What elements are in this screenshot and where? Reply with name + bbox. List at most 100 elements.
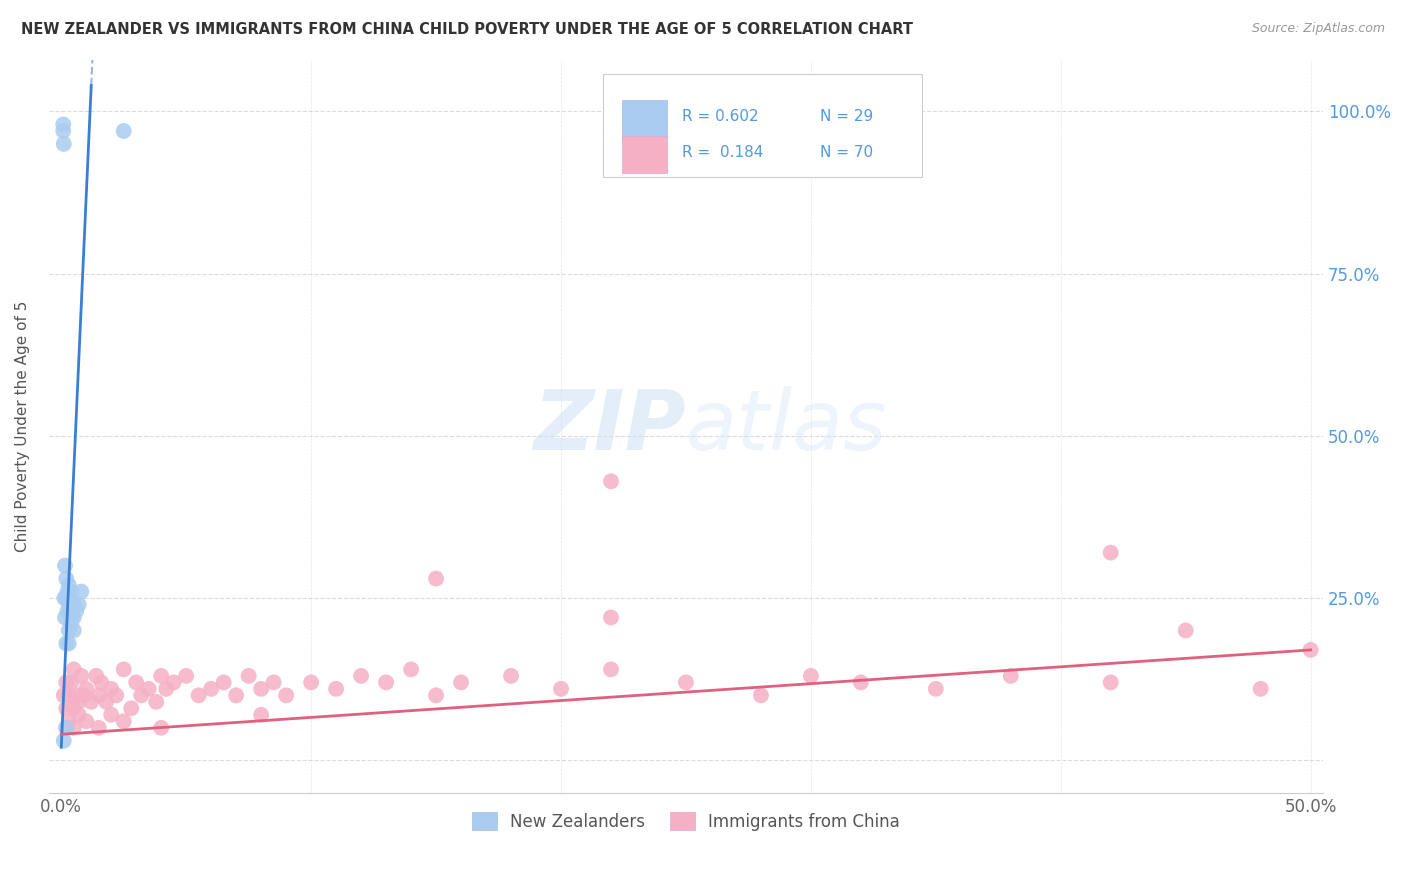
Point xyxy=(600,662,623,676)
Point xyxy=(58,636,80,650)
FancyBboxPatch shape xyxy=(623,136,666,173)
Point xyxy=(60,610,83,624)
Point xyxy=(58,689,80,703)
Point xyxy=(80,695,103,709)
Point xyxy=(52,118,75,132)
Point xyxy=(60,604,83,618)
Point xyxy=(1250,681,1272,696)
Point xyxy=(58,598,80,612)
Point xyxy=(65,689,87,703)
Point xyxy=(96,695,118,709)
Point xyxy=(600,610,623,624)
Text: N = 70: N = 70 xyxy=(820,145,873,161)
Point xyxy=(350,669,373,683)
Point xyxy=(800,669,823,683)
Point xyxy=(1299,643,1322,657)
Point xyxy=(55,636,77,650)
Point xyxy=(675,675,697,690)
Point xyxy=(112,662,135,676)
Point xyxy=(849,675,872,690)
Point xyxy=(55,591,77,605)
Point xyxy=(145,695,167,709)
Point xyxy=(60,675,83,690)
Point xyxy=(150,721,173,735)
Y-axis label: Child Poverty Under the Age of 5: Child Poverty Under the Age of 5 xyxy=(15,301,30,552)
Point xyxy=(250,707,273,722)
Point xyxy=(55,675,77,690)
Point xyxy=(250,681,273,696)
Point xyxy=(925,681,948,696)
Text: N = 29: N = 29 xyxy=(820,110,873,124)
FancyBboxPatch shape xyxy=(603,74,922,177)
Point xyxy=(60,617,83,632)
Point xyxy=(65,604,87,618)
Point xyxy=(87,721,110,735)
Point xyxy=(73,689,96,703)
Point xyxy=(59,591,82,605)
Point xyxy=(75,681,97,696)
Point xyxy=(58,714,80,729)
Point xyxy=(125,675,148,690)
Point xyxy=(67,598,90,612)
Point xyxy=(100,707,122,722)
Point xyxy=(225,689,247,703)
Point xyxy=(425,689,447,703)
FancyBboxPatch shape xyxy=(623,100,666,136)
Point xyxy=(325,681,347,696)
Point xyxy=(70,584,93,599)
Text: NEW ZEALANDER VS IMMIGRANTS FROM CHINA CHILD POVERTY UNDER THE AGE OF 5 CORRELAT: NEW ZEALANDER VS IMMIGRANTS FROM CHINA C… xyxy=(21,22,912,37)
Point xyxy=(187,689,209,703)
Point xyxy=(62,610,84,624)
Point xyxy=(56,584,79,599)
Text: Source: ZipAtlas.com: Source: ZipAtlas.com xyxy=(1251,22,1385,36)
Point xyxy=(600,475,623,489)
Point xyxy=(62,701,84,715)
Point xyxy=(276,689,298,703)
Point xyxy=(1174,624,1197,638)
Point xyxy=(499,669,522,683)
Point xyxy=(52,733,75,747)
Text: ZIP: ZIP xyxy=(533,385,686,467)
Point xyxy=(53,558,76,573)
Legend: New Zealanders, Immigrants from China: New Zealanders, Immigrants from China xyxy=(467,807,905,836)
Point xyxy=(120,701,142,715)
Point xyxy=(55,701,77,715)
Point xyxy=(112,714,135,729)
Point xyxy=(112,124,135,138)
Point xyxy=(87,689,110,703)
Point xyxy=(550,681,572,696)
Point xyxy=(163,675,186,690)
Text: R = 0.602: R = 0.602 xyxy=(682,110,759,124)
Point xyxy=(60,584,83,599)
Point xyxy=(55,572,77,586)
Point xyxy=(55,721,77,735)
Point xyxy=(263,675,285,690)
Point xyxy=(155,681,177,696)
Point xyxy=(749,689,772,703)
Point xyxy=(212,675,235,690)
Point xyxy=(425,572,447,586)
Point xyxy=(138,681,160,696)
Point xyxy=(52,124,75,138)
Point xyxy=(55,721,77,735)
Point xyxy=(174,669,197,683)
Point xyxy=(1099,546,1122,560)
Point xyxy=(53,591,76,605)
Point xyxy=(129,689,152,703)
Point xyxy=(100,681,122,696)
Text: R =  0.184: R = 0.184 xyxy=(682,145,763,161)
Point xyxy=(52,689,75,703)
Point xyxy=(70,669,93,683)
Point xyxy=(200,681,222,696)
Point xyxy=(62,624,84,638)
Point xyxy=(67,707,90,722)
Point xyxy=(56,604,79,618)
Point xyxy=(150,669,173,683)
Point xyxy=(58,578,80,592)
Point xyxy=(1000,669,1022,683)
Point xyxy=(399,662,422,676)
Point xyxy=(75,714,97,729)
Point xyxy=(62,598,84,612)
Point xyxy=(90,675,112,690)
Point xyxy=(67,695,90,709)
